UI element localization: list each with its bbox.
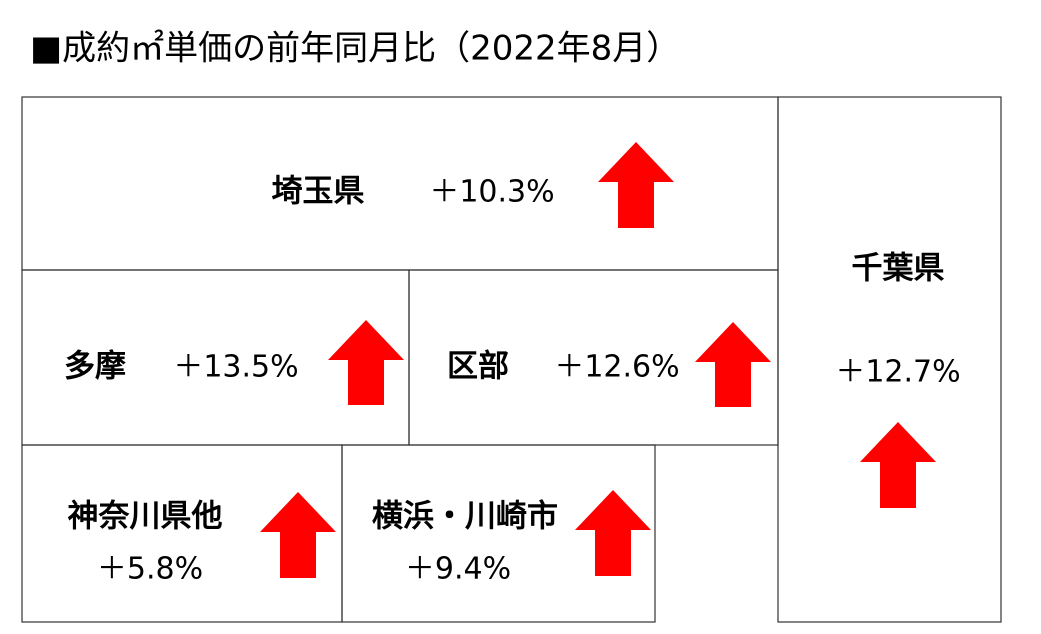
region-change: ＋9.4% bbox=[405, 552, 511, 587]
up-arrow bbox=[575, 490, 651, 576]
up-arrow bbox=[260, 492, 336, 578]
region-name: 千葉県 bbox=[852, 251, 945, 287]
box-saitama bbox=[21, 96, 779, 271]
up-arrow bbox=[860, 422, 936, 508]
region-change: ＋13.5% bbox=[173, 350, 298, 385]
region-name: 埼玉県 bbox=[272, 174, 365, 210]
box-yokohama bbox=[341, 444, 656, 623]
region-name: 多摩 bbox=[64, 349, 126, 385]
region-name: 神奈川県他 bbox=[68, 499, 223, 535]
title: ■成約㎡単価の前年同月比（2022年8月） bbox=[30, 29, 680, 69]
region-name: 区部 bbox=[447, 349, 509, 385]
region-name: 横浜・川崎市 bbox=[372, 499, 558, 535]
region-change: ＋5.8% bbox=[97, 552, 203, 587]
up-arrow bbox=[328, 320, 404, 405]
region-change: ＋12.6% bbox=[554, 350, 679, 385]
region-change: ＋10.3% bbox=[429, 175, 554, 210]
region-change: ＋12.7% bbox=[835, 355, 960, 390]
up-arrow bbox=[598, 142, 674, 228]
up-arrow bbox=[695, 322, 771, 407]
